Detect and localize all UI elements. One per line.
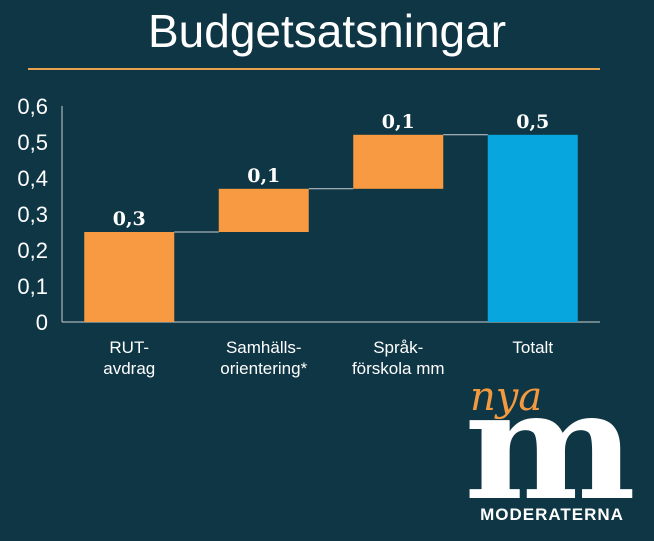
data-label: 0,5 [516,111,549,133]
y-tick-label: 0,2 [17,238,48,263]
data-label: 0,3 [113,208,146,230]
x-tick-label: orientering* [220,359,307,378]
total-bar [487,134,578,322]
chart-title: Budgetsatsningar [147,5,507,57]
x-tick-label: avdrag [103,359,155,378]
x-tick-label: Totalt [512,338,553,357]
x-tick-label: Språk- [373,338,423,357]
title-underline [28,68,600,70]
moderaterna-logo: nya m [464,370,636,530]
x-tick-label: Samhälls- [226,338,302,357]
y-tick-label: 0 [36,310,48,335]
increase-bar [84,232,175,322]
data-label: 0,1 [382,111,415,133]
y-tick-label: 0,6 [17,94,48,119]
logo-script-nya: nya [470,374,542,420]
logo-wordmark: MODERATERNA [480,505,624,524]
x-tick-label: förskola mm [352,359,445,378]
x-tick-label: RUT- [109,338,149,357]
increase-bar [353,134,444,189]
logo-letter-m: m [464,370,636,530]
y-tick-label: 0,1 [17,274,48,299]
y-tick-label: 0,3 [17,202,48,227]
y-tick-label: 0,4 [17,166,48,191]
y-tick-label: 0,5 [17,130,48,155]
increase-bar [218,188,309,232]
data-label: 0,1 [247,165,280,187]
